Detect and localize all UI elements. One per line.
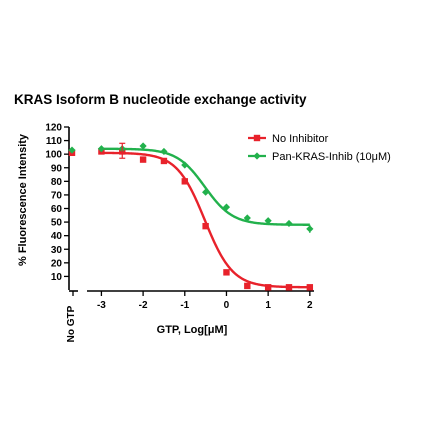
y-tick-label: 100: [45, 150, 62, 161]
y-tick-label: 40: [51, 231, 63, 242]
data-point: [202, 222, 209, 230]
data-point: [181, 161, 189, 169]
data-point: [244, 282, 251, 290]
data-point: [97, 145, 106, 153]
data-points: [68, 142, 314, 291]
y-tick-label: 30: [51, 245, 63, 256]
x-tick-label: 1: [265, 300, 271, 311]
legend-label: Pan-KRAS-Inhib (10μM): [272, 151, 391, 163]
x-tick-label: -1: [180, 300, 189, 311]
fit-curves: [101, 147, 310, 289]
x-tick-label: -2: [139, 300, 148, 311]
data-point: [285, 219, 293, 228]
data-point: [181, 178, 188, 185]
data-point: [68, 146, 76, 154]
y-axis-label: % Fluorescence Intensity: [17, 133, 29, 266]
data-point: [285, 284, 293, 291]
y-tick-label: 120: [45, 123, 62, 134]
data-point: [264, 284, 272, 291]
data-point: [139, 156, 147, 163]
chart-title: KRAS Isoform B nucleotide exchange activ…: [14, 92, 307, 107]
y-tick-label: 110: [46, 136, 63, 147]
data-point: [243, 214, 251, 222]
data-point: [306, 284, 314, 291]
legend: No Inhibitor Pan-KRAS-Inhib (10μM): [248, 133, 391, 163]
data-point: [139, 142, 147, 150]
data-point: [223, 269, 230, 276]
data-point: [202, 188, 210, 196]
y-tick-label: 70: [51, 190, 63, 201]
data-point: [160, 157, 168, 165]
data-point: [253, 152, 261, 160]
y-tick-label: 50: [51, 218, 63, 229]
fit-curve: [101, 151, 310, 289]
legend-label: No Inhibitor: [272, 133, 329, 145]
x-tick-label: 0: [224, 300, 230, 311]
data-point: [253, 134, 261, 142]
y-tick-label: 60: [51, 204, 63, 215]
y-tick-label: 90: [51, 163, 63, 174]
x-axis-label: GTP, Log[μM]: [157, 324, 228, 336]
fit-curve: [101, 147, 310, 226]
y-tick-label: 20: [51, 258, 63, 269]
y-tick-label: 10: [51, 272, 63, 283]
ticks: 10 20 30 40 50 60 70 80 90 100 110 120 -3 -2 -1 0 1 2: [45, 123, 313, 312]
x-tick-label: -3: [97, 300, 106, 311]
x-tick-label: 2: [307, 300, 313, 311]
data-point: [222, 203, 231, 211]
data-point: [264, 217, 272, 225]
y-tick-label: 80: [51, 177, 63, 188]
data-point: [160, 147, 168, 156]
no-gtp-label: No GTP: [66, 305, 77, 342]
